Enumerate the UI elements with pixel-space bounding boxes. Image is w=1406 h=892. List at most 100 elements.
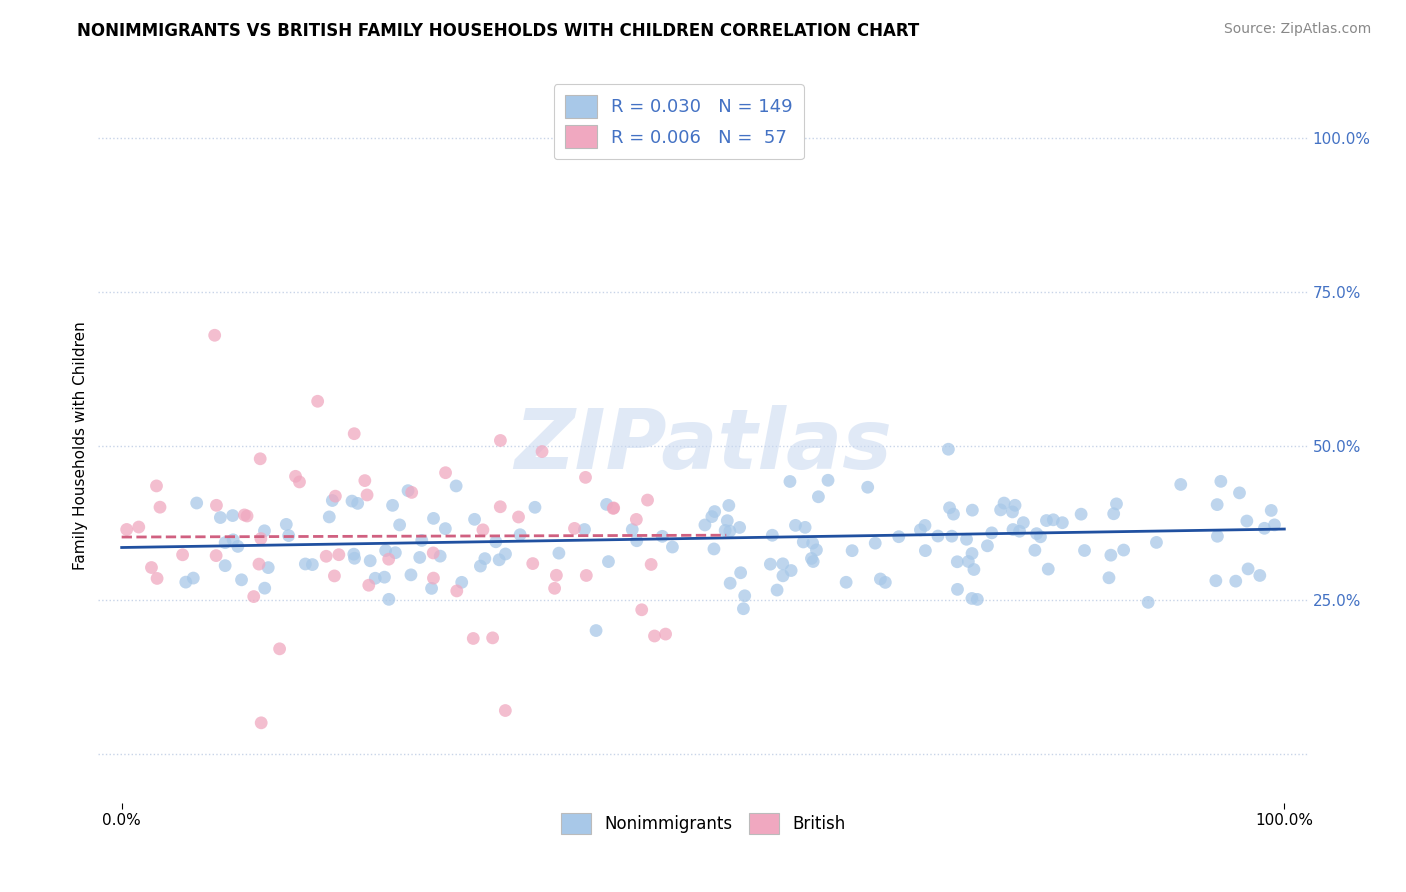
Point [145,479,167,493]
Point [307,394,329,409]
Point [226,540,249,554]
Point [464,512,486,526]
Point [630,603,652,617]
Point [356,488,378,502]
Point [269,641,291,656]
Point [1263,517,1285,532]
Point [640,558,662,572]
Point [172,548,194,562]
Point [564,521,586,535]
Point [420,582,443,596]
Point [149,500,172,515]
Point [806,543,828,558]
Point [759,557,782,571]
Point [1209,475,1232,489]
Point [1206,529,1229,543]
Point [181,571,204,585]
Point [422,571,444,585]
Point [288,475,311,489]
Text: Source: ZipAtlas.com: Source: ZipAtlas.com [1223,22,1371,37]
Point [946,555,969,569]
Point [955,533,977,547]
Point [914,518,936,533]
Point [384,546,406,560]
Point [1105,497,1128,511]
Point [1206,498,1229,512]
Point [474,551,496,566]
Point [277,528,299,542]
Point [128,520,150,534]
Point [509,527,531,541]
Point [485,534,508,549]
Point [115,523,138,537]
Point [717,499,740,513]
Point [835,575,858,590]
Point [800,551,823,566]
Point [942,507,965,521]
Point [396,483,419,498]
Point [470,559,492,574]
Point [221,508,243,523]
Point [718,524,741,538]
Point [733,601,755,615]
Point [714,524,737,538]
Point [250,532,273,546]
Point [249,451,271,466]
Point [654,627,676,641]
Point [174,575,197,590]
Point [444,479,467,493]
Point [231,573,253,587]
Text: NONIMMIGRANTS VS BRITISH FAMILY HOUSEHOLDS WITH CHILDREN CORRELATION CHART: NONIMMIGRANTS VS BRITISH FAMILY HOUSEHOL… [77,22,920,40]
Point [340,494,363,508]
Point [807,490,830,504]
Point [346,496,368,510]
Point [543,582,565,596]
Point [693,518,716,533]
Point [353,474,375,488]
Point [1260,503,1282,517]
Point [779,475,801,489]
Point [381,499,404,513]
Point [766,582,789,597]
Point [481,631,503,645]
Point [598,555,620,569]
Point [253,524,276,538]
Point [321,493,343,508]
Point [863,536,886,550]
Point [409,550,432,565]
Point [495,547,517,561]
Point [966,592,988,607]
Point [205,549,228,563]
Point [595,497,617,511]
Point [429,549,451,563]
Point [343,551,366,566]
Point [910,523,932,537]
Point [817,473,839,487]
Point [960,591,983,606]
Point [585,624,607,638]
Point [644,629,666,643]
Point [1205,574,1227,588]
Point [887,530,910,544]
Point [1012,516,1035,530]
Point [373,570,395,584]
Point [801,536,824,550]
Point [343,426,366,441]
Point [574,470,596,484]
Point [494,704,516,718]
Point [276,517,298,532]
Point [626,512,648,526]
Point [233,508,256,522]
Legend: Nonimmigrants, British: Nonimmigrants, British [554,806,852,841]
Point [236,508,259,523]
Point [531,444,554,458]
Point [463,632,485,646]
Point [399,567,422,582]
Point [1098,571,1121,585]
Point [250,715,273,730]
Point [785,518,807,533]
Point [761,528,783,542]
Point [434,522,457,536]
Point [186,496,208,510]
Point [703,504,725,518]
